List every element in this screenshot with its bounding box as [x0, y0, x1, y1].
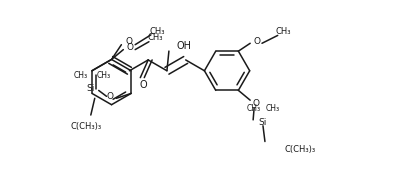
Text: O: O [107, 92, 114, 101]
Text: O: O [126, 37, 133, 46]
Text: CH₃: CH₃ [147, 33, 163, 42]
Text: CH₃: CH₃ [74, 71, 88, 80]
Text: CH₃: CH₃ [149, 27, 164, 36]
Text: CH₃: CH₃ [276, 27, 292, 36]
Text: CH₃: CH₃ [266, 104, 280, 113]
Text: CH₃: CH₃ [247, 104, 261, 113]
Text: O: O [253, 99, 260, 108]
Text: CH₃: CH₃ [97, 71, 111, 80]
Text: O: O [127, 43, 134, 52]
Text: Si: Si [87, 84, 95, 93]
Text: C(CH₃)₃: C(CH₃)₃ [70, 122, 102, 131]
Text: O: O [140, 80, 147, 90]
Text: O: O [254, 37, 261, 46]
Text: Si: Si [259, 118, 267, 127]
Text: OH: OH [177, 41, 192, 51]
Text: C(CH₃)₃: C(CH₃)₃ [285, 145, 316, 154]
